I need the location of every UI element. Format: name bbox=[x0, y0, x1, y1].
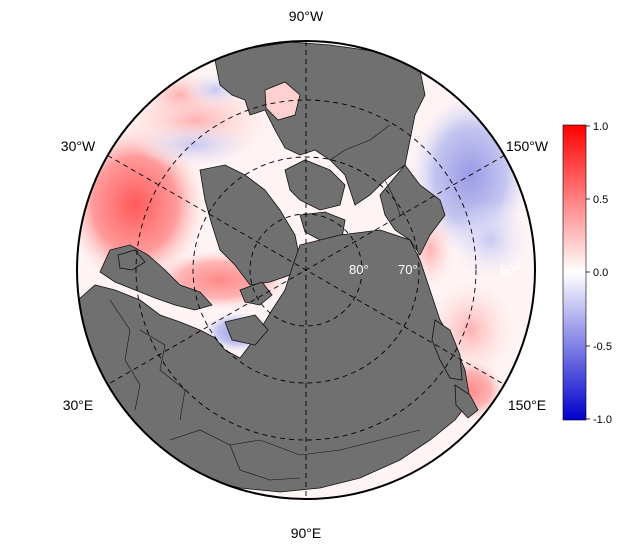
colorbar-tick-2: 0.5 bbox=[593, 194, 608, 206]
colorbar-gradient bbox=[562, 124, 587, 421]
graticule bbox=[107, 41, 505, 499]
colorbar: 1.0 0.5 0.0 -0.5 -1.0 bbox=[562, 121, 612, 426]
alaska-land bbox=[379, 164, 446, 256]
colorbar-tick-4: -0.5 bbox=[593, 341, 612, 353]
lon-label-top: 90°W bbox=[289, 8, 324, 24]
lon-label-upper-right: 150°W bbox=[506, 138, 549, 154]
colorbar-tick-5: -1.0 bbox=[593, 414, 612, 426]
colorbar-tick-3: 0.0 bbox=[593, 267, 608, 279]
lat-80-label: 80° bbox=[349, 262, 369, 277]
map-boundary bbox=[76, 40, 536, 500]
lon-label-lower-right: 150°E bbox=[508, 397, 546, 413]
borders bbox=[109, 124, 421, 481]
lon-label-lower-left: 30°E bbox=[63, 397, 94, 413]
lon-label-upper-left: 30°W bbox=[61, 138, 96, 154]
colorbar-tick-1: 1.0 bbox=[593, 121, 608, 133]
lat-70-label: 70° bbox=[398, 262, 418, 277]
lat-60-label: 60° bbox=[500, 262, 520, 277]
lon-label-bottom: 90°E bbox=[291, 525, 322, 541]
